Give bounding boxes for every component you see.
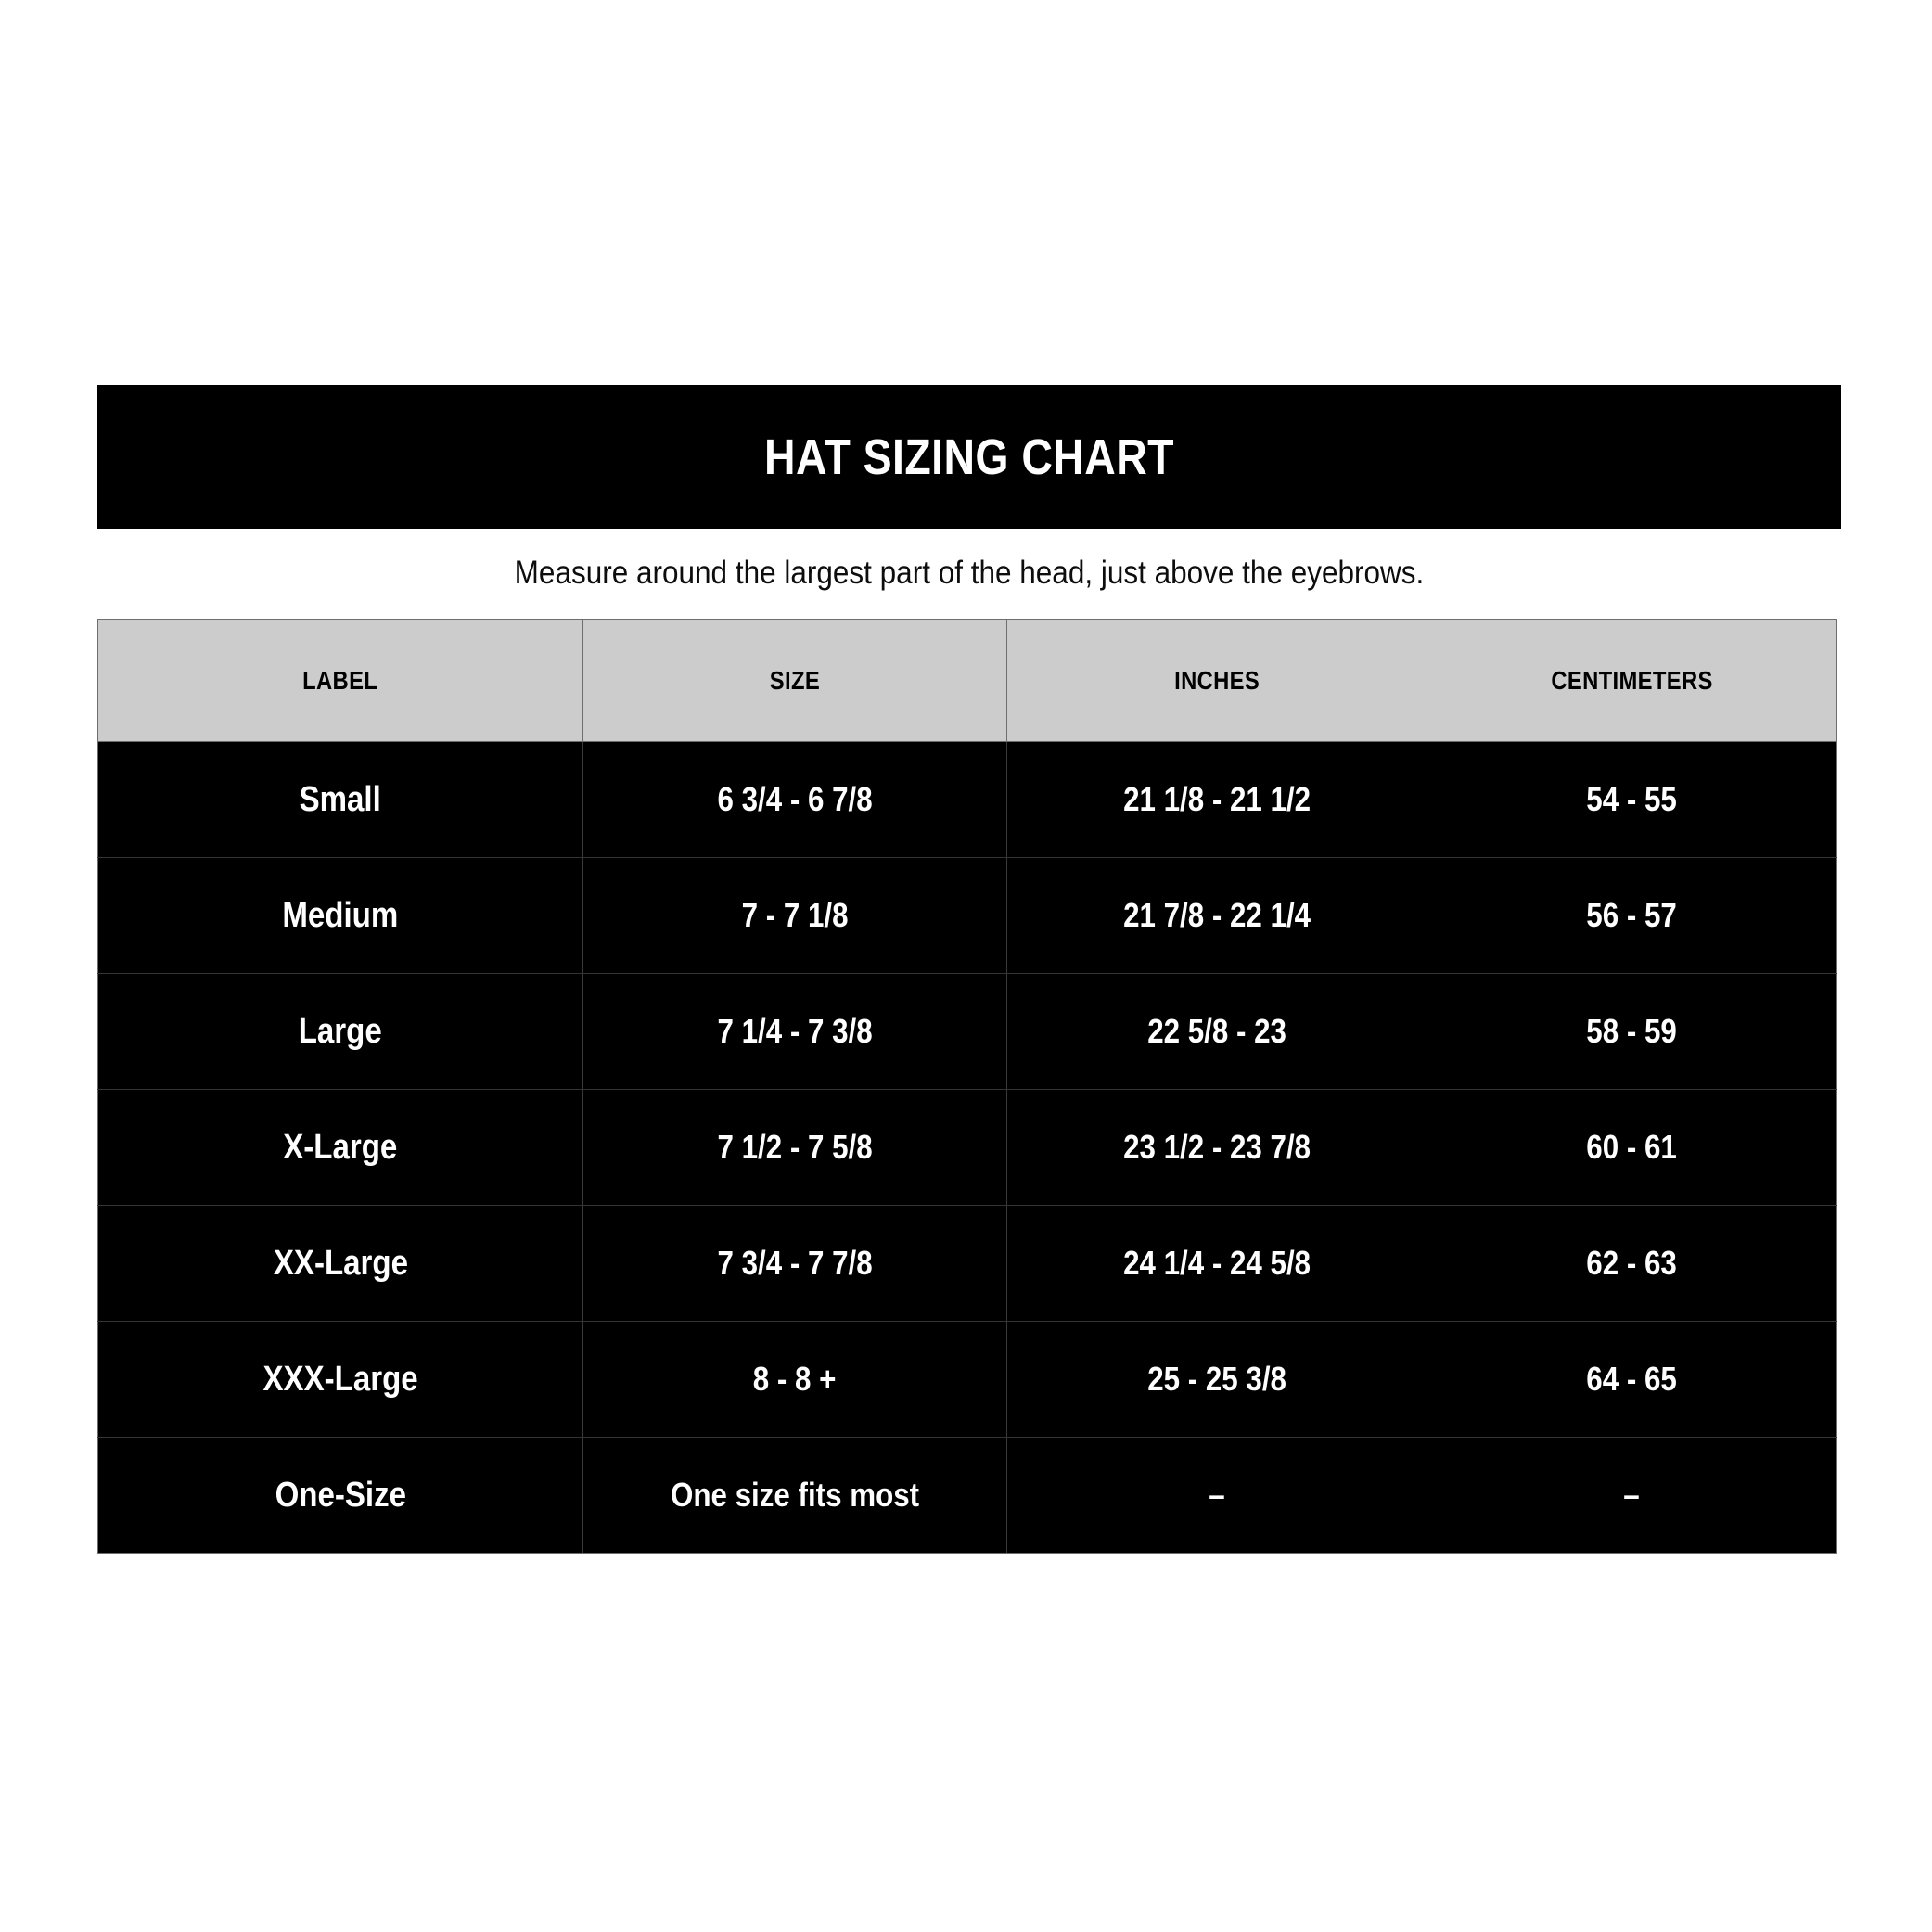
cell-label: XXX-Large: [97, 1321, 583, 1438]
cell-inches-text: 21 7/8 - 22 1/4: [1122, 896, 1311, 934]
table-row: Medium 7 - 7 1/8 21 7/8 - 22 1/4 56 - 57: [97, 857, 1837, 974]
cell-size-text: 7 1/2 - 7 5/8: [717, 1128, 873, 1166]
table-row: Large 7 1/4 - 7 3/8 22 5/8 - 23 58 - 59: [97, 973, 1837, 1090]
table-header-row: LABEL SIZE INCHES CENTIMETERS: [97, 619, 1837, 742]
cell-size: 8 - 8 +: [582, 1321, 1007, 1438]
cell-label-text: XX-Large: [273, 1243, 408, 1283]
cell-inches-text: 21 1/8 - 21 1/2: [1122, 780, 1311, 818]
cell-size: One size fits most: [582, 1437, 1007, 1554]
column-header-centimeters-text: CENTIMETERS: [1551, 665, 1713, 695]
cell-label-text: Medium: [282, 895, 399, 935]
cell-inches: 23 1/2 - 23 7/8: [1006, 1089, 1427, 1206]
cell-size-text: 7 1/4 - 7 3/8: [717, 1012, 873, 1050]
column-header-label-text: LABEL: [302, 665, 378, 695]
cell-centimeters: 64 - 65: [1427, 1321, 1837, 1438]
column-header-size: SIZE: [582, 619, 1007, 742]
cell-centimeters-text: 62 - 63: [1586, 1244, 1678, 1282]
cell-inches: 21 7/8 - 22 1/4: [1006, 857, 1427, 974]
cell-inches: 25 - 25 3/8: [1006, 1321, 1427, 1438]
cell-inches: 22 5/8 - 23: [1006, 973, 1427, 1090]
cell-inches: –: [1006, 1437, 1427, 1554]
cell-centimeters-text: 56 - 57: [1586, 896, 1678, 934]
cell-size-text: One size fits most: [670, 1476, 920, 1514]
cell-label-text: X-Large: [283, 1127, 398, 1167]
cell-centimeters: 54 - 55: [1427, 741, 1837, 858]
table-row: Small 6 3/4 - 6 7/8 21 1/8 - 21 1/2 54 -…: [97, 741, 1837, 858]
cell-label: Large: [97, 973, 583, 1090]
column-header-inches-text: INCHES: [1174, 665, 1260, 695]
column-header-label: LABEL: [97, 619, 583, 742]
cell-centimeters: 58 - 59: [1427, 973, 1837, 1090]
cell-label: XX-Large: [97, 1205, 583, 1322]
cell-inches-text: 24 1/4 - 24 5/8: [1122, 1244, 1311, 1282]
cell-size-text: 8 - 8 +: [753, 1360, 837, 1398]
cell-label-text: One-Size: [275, 1475, 406, 1515]
cell-size-text: 7 3/4 - 7 7/8: [717, 1244, 873, 1282]
cell-inches: 24 1/4 - 24 5/8: [1006, 1205, 1427, 1322]
cell-centimeters: –: [1427, 1437, 1837, 1554]
cell-inches-text: –: [1209, 1476, 1225, 1514]
cell-size: 6 3/4 - 6 7/8: [582, 741, 1007, 858]
column-header-centimeters: CENTIMETERS: [1427, 619, 1837, 742]
cell-size: 7 1/4 - 7 3/8: [582, 973, 1007, 1090]
cell-centimeters-text: 54 - 55: [1586, 780, 1678, 818]
cell-inches: 21 1/8 - 21 1/2: [1006, 741, 1427, 858]
cell-size: 7 1/2 - 7 5/8: [582, 1089, 1007, 1206]
cell-label: Medium: [97, 857, 583, 974]
cell-inches-text: 25 - 25 3/8: [1147, 1360, 1286, 1398]
table-row: X-Large 7 1/2 - 7 5/8 23 1/2 - 23 7/8 60…: [97, 1089, 1837, 1206]
cell-size: 7 - 7 1/8: [582, 857, 1007, 974]
column-header-inches: INCHES: [1006, 619, 1427, 742]
cell-centimeters-text: –: [1623, 1476, 1641, 1514]
table-row: XX-Large 7 3/4 - 7 7/8 24 1/4 - 24 5/8 6…: [97, 1205, 1837, 1322]
cell-size: 7 3/4 - 7 7/8: [582, 1205, 1007, 1322]
cell-label-text: Small: [299, 779, 382, 819]
cell-centimeters: 62 - 63: [1427, 1205, 1837, 1322]
cell-centimeters-text: 64 - 65: [1586, 1360, 1678, 1398]
column-header-size-text: SIZE: [769, 665, 821, 695]
title-banner: HAT SIZING CHART: [97, 385, 1841, 529]
cell-label-text: Large: [298, 1011, 383, 1051]
cell-centimeters-text: 58 - 59: [1586, 1012, 1678, 1050]
cell-centimeters: 60 - 61: [1427, 1089, 1837, 1206]
measurement-instructions: Measure around the largest part of the h…: [514, 555, 1425, 591]
table-body: Small 6 3/4 - 6 7/8 21 1/8 - 21 1/2 54 -…: [97, 741, 1837, 1554]
page-title: HAT SIZING CHART: [763, 429, 1175, 485]
cell-inches-text: 22 5/8 - 23: [1147, 1012, 1286, 1050]
table-row: One-Size One size fits most – –: [97, 1437, 1837, 1554]
cell-size-text: 7 - 7 1/8: [741, 896, 849, 934]
cell-label-text: XXX-Large: [262, 1359, 418, 1399]
cell-centimeters-text: 60 - 61: [1586, 1128, 1678, 1166]
table-header: LABEL SIZE INCHES CENTIMETERS: [97, 619, 1837, 742]
cell-inches-text: 23 1/2 - 23 7/8: [1122, 1128, 1311, 1166]
hat-sizing-table: LABEL SIZE INCHES CENTIMETERS Small 6 3/…: [97, 619, 1837, 1554]
cell-label: X-Large: [97, 1089, 583, 1206]
cell-label: Small: [97, 741, 583, 858]
cell-centimeters: 56 - 57: [1427, 857, 1837, 974]
cell-label: One-Size: [97, 1437, 583, 1554]
cell-size-text: 6 3/4 - 6 7/8: [717, 780, 873, 818]
table-row: XXX-Large 8 - 8 + 25 - 25 3/8 64 - 65: [97, 1321, 1837, 1438]
